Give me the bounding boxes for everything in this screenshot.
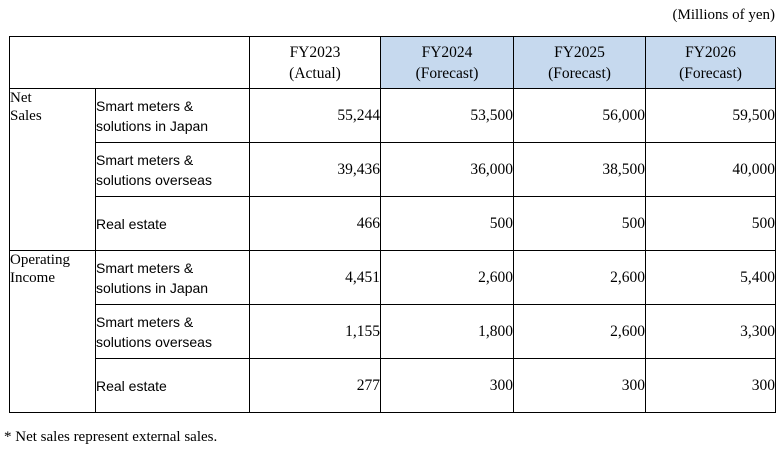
- value-cell: 500: [380, 196, 514, 251]
- header-fy2025: FY2025 (Forecast): [513, 36, 646, 89]
- value-cell: 2,600: [380, 250, 514, 305]
- value-cell: 38,500: [513, 142, 646, 197]
- value-cell: 2,600: [513, 250, 646, 305]
- value-cell: 59,500: [645, 88, 776, 143]
- forecast-table: FY2023 (Actual) FY2024 (Forecast) FY2025…: [9, 36, 776, 413]
- value-cell: 1,155: [249, 304, 381, 359]
- segment-label: Smart meters & solutions overseas: [95, 142, 250, 197]
- category-operating-income: Operating Income: [9, 250, 96, 413]
- value-cell: 500: [645, 196, 776, 251]
- segment-label: Smart meters & solutions in Japan: [95, 250, 250, 305]
- header-row: FY2023 (Actual) FY2024 (Forecast) FY2025…: [9, 36, 776, 89]
- category-net-sales: Net Sales: [9, 88, 96, 251]
- value-cell: 300: [380, 358, 514, 413]
- value-cell: 4,451: [249, 250, 381, 305]
- header-fy2024: FY2024 (Forecast): [380, 36, 514, 89]
- value-cell: 56,000: [513, 88, 646, 143]
- value-cell: 2,600: [513, 304, 646, 359]
- header-basis: (Forecast): [415, 64, 479, 82]
- header-basis: (Forecast): [679, 64, 742, 82]
- segment-label: Smart meters & solutions overseas: [95, 304, 250, 359]
- header-fy2026: FY2026 (Forecast): [645, 36, 776, 89]
- value-cell: 39,436: [249, 142, 381, 197]
- header-basis: (Actual): [289, 64, 341, 82]
- footnote: * Net sales represent external sales.: [4, 429, 218, 445]
- value-cell: 3,300: [645, 304, 776, 359]
- header-year: FY2025: [554, 43, 605, 61]
- table-row: Smart meters & solutions overseas 39,436…: [10, 142, 776, 197]
- table-row: Net Sales Smart meters & solutions in Ja…: [9, 88, 776, 251]
- value-cell: 5,400: [645, 250, 776, 305]
- value-cell: 55,244: [249, 88, 381, 143]
- value-cell: 277: [249, 358, 381, 413]
- value-cell: 40,000: [645, 142, 776, 197]
- value-cell: 300: [645, 358, 776, 413]
- value-cell: 466: [249, 196, 381, 251]
- segment-label: Real estate: [95, 196, 250, 251]
- value-cell: 36,000: [380, 142, 514, 197]
- header-year: FY2026: [685, 43, 736, 61]
- value-cell: 53,500: [380, 88, 514, 143]
- table-row: Real estate 466 500 500 500: [10, 196, 776, 251]
- table-row: Real estate 277 300 300 300: [10, 358, 776, 413]
- unit-label: (Millions of yen): [672, 7, 776, 23]
- segment-label: Real estate: [95, 358, 250, 413]
- value-cell: 1,800: [380, 304, 514, 359]
- table-row: Smart meters & solutions overseas 1,155 …: [10, 304, 776, 359]
- header-year: FY2024: [421, 43, 473, 61]
- value-cell: 500: [513, 196, 646, 251]
- header-fy2023: FY2023 (Actual): [249, 36, 381, 89]
- value-cell: 300: [513, 358, 646, 413]
- table-row: Operating Income Smart meters & solution…: [9, 250, 776, 413]
- header-blank-cell: [9, 36, 250, 89]
- header-year: FY2023: [289, 43, 341, 61]
- header-basis: (Forecast): [548, 64, 611, 82]
- segment-label: Smart meters & solutions in Japan: [95, 88, 250, 143]
